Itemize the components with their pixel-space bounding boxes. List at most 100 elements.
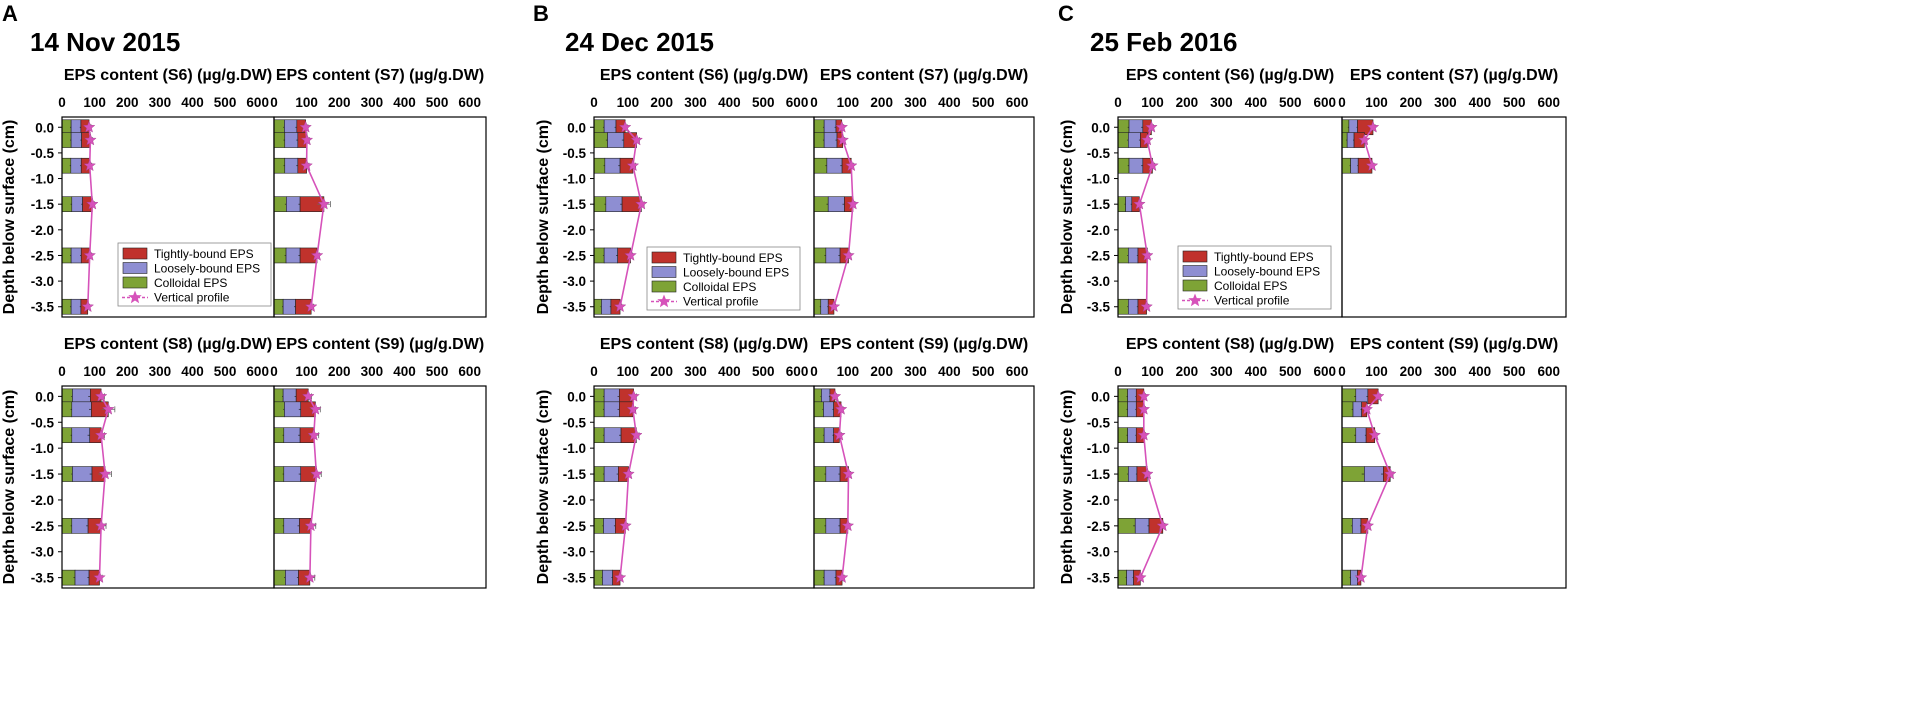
profile-star-marker [834, 402, 848, 415]
loosely-bar [601, 298, 612, 315]
vertical-profile-line [833, 127, 854, 307]
colloidal-bar [273, 157, 286, 174]
legend-swatch [651, 280, 677, 293]
x-tick-label: 300 [361, 364, 384, 379]
x-tick-label: 500 [426, 95, 449, 110]
loosely-bar [1352, 401, 1362, 418]
y-tick-label: -3.0 [1087, 545, 1110, 560]
y-tick-label: -1.0 [31, 441, 54, 456]
subplot-title: EPS content (S8) (µg/g.DW) [600, 336, 808, 353]
profile-star-marker [827, 300, 841, 313]
plot-frame [273, 116, 487, 318]
x-tick-label: 600 [458, 364, 481, 379]
colloidal-bar [1117, 132, 1129, 148]
subplot-title: EPS content (S9) (µg/g.DW) [276, 336, 484, 353]
loosely-bar [1128, 132, 1141, 148]
y-tick-label: -1.0 [31, 172, 54, 187]
profile-star-marker [94, 519, 108, 532]
y-axis-label: Depth below surface (cm) [535, 120, 552, 315]
subplot-s7: EPS content (S7) (µg/g.DW)0 100 200 300 400 5… [810, 67, 1035, 318]
subplot-s6: EPS content (S6) (µg/g.DW) 0 100 200 300 400 5… [1059, 67, 1343, 318]
x-tick-label: 400 [718, 364, 741, 379]
x-tick-label: 200 [1400, 364, 1423, 379]
x-tick-label: 100 [1365, 364, 1388, 379]
loosely-bar [602, 569, 613, 586]
x-tick-label: 200 [870, 364, 893, 379]
x-tick-label: 100 [1365, 95, 1388, 110]
profile-star-marker [630, 133, 643, 146]
vertical-profile-line [307, 396, 318, 578]
subplot-title: EPS content (S6) (µg/g.DW) [600, 67, 808, 84]
loosely-bar [604, 157, 621, 174]
profile-star-marker [622, 467, 635, 480]
profile-star-marker [844, 159, 858, 172]
colloidal-bar [813, 132, 825, 148]
y-tick-label: -3.0 [31, 545, 54, 560]
colloidal-bar [1117, 427, 1128, 444]
legend-label: Loosely-bound EPS [154, 262, 260, 276]
profile-star-marker [1361, 519, 1375, 532]
colloidal-bar [61, 157, 72, 174]
profile-star-marker [307, 428, 321, 441]
loosely-bar [1128, 466, 1138, 482]
y-tick-label: -0.5 [1087, 415, 1111, 430]
loosely-bar [825, 247, 841, 264]
legend-star [128, 290, 142, 304]
profile-star-marker [1141, 248, 1154, 261]
x-tick-label: 200 [870, 95, 893, 110]
x-tick-label: 600 [1006, 95, 1029, 110]
legend-label: Colloidal EPS [1214, 279, 1287, 293]
profile-star-marker [619, 519, 632, 532]
x-tick-label: 0 [590, 364, 598, 379]
y-tick-label: -0.5 [563, 415, 587, 430]
plot-frame [1341, 116, 1567, 318]
profile-star-marker [846, 197, 860, 210]
profile-star-marker [1140, 300, 1153, 313]
profile-star-marker [304, 519, 318, 532]
colloidal-bar [61, 427, 73, 444]
loosely-bar [286, 196, 301, 212]
y-tick-label: -3.5 [563, 571, 587, 586]
loosely-bar [603, 466, 619, 482]
legend-swatch [122, 262, 148, 274]
colloidal-bar [61, 518, 73, 534]
legend-label: Tightly-bound EPS [154, 247, 254, 261]
colloidal-bar [61, 298, 72, 315]
y-tick-label: -0.5 [31, 146, 55, 161]
loosely-bar [1364, 466, 1384, 482]
loosely-bar [825, 518, 841, 534]
x-tick-label: 100 [1141, 364, 1164, 379]
colloidal-bar [593, 298, 602, 315]
x-tick-label: 600 [1314, 364, 1337, 379]
x-tick-label: 300 [904, 95, 927, 110]
vertical-profile-line [834, 396, 850, 578]
profile-star-marker [1141, 467, 1154, 480]
loosely-bar [1350, 157, 1359, 174]
colloidal-bar [1117, 196, 1126, 212]
colloidal-bar [593, 132, 608, 148]
legend-swatch [651, 266, 677, 278]
colloidal-bar [273, 247, 287, 264]
x-tick-label: 600 [786, 95, 809, 110]
profile-star-marker [299, 120, 312, 133]
y-tick-label: -3.0 [563, 545, 586, 560]
profile-star-marker [1133, 197, 1146, 210]
colloidal-bar [273, 196, 287, 212]
loosely-bar [826, 157, 843, 174]
profile-star-marker [81, 300, 95, 313]
colloidal-bar [593, 401, 605, 418]
subplot-s8: EPS content (S8) (µg/g.DW) 0 100 200 300 400 5… [1059, 336, 1343, 589]
x-tick-label: 400 [718, 95, 741, 110]
y-tick-label: -2.0 [1087, 223, 1110, 238]
loosely-bar [71, 401, 92, 418]
profile-star-marker [301, 389, 315, 402]
profile-star-marker [836, 133, 850, 146]
y-tick-label: -3.5 [31, 300, 55, 315]
x-tick-label: 0 [1114, 364, 1122, 379]
plot-frame [813, 116, 1035, 318]
profile-star-marker [1137, 389, 1151, 402]
profile-star-marker [82, 120, 96, 133]
loosely-bar [1127, 427, 1137, 444]
y-tick-label: -3.5 [563, 300, 587, 315]
